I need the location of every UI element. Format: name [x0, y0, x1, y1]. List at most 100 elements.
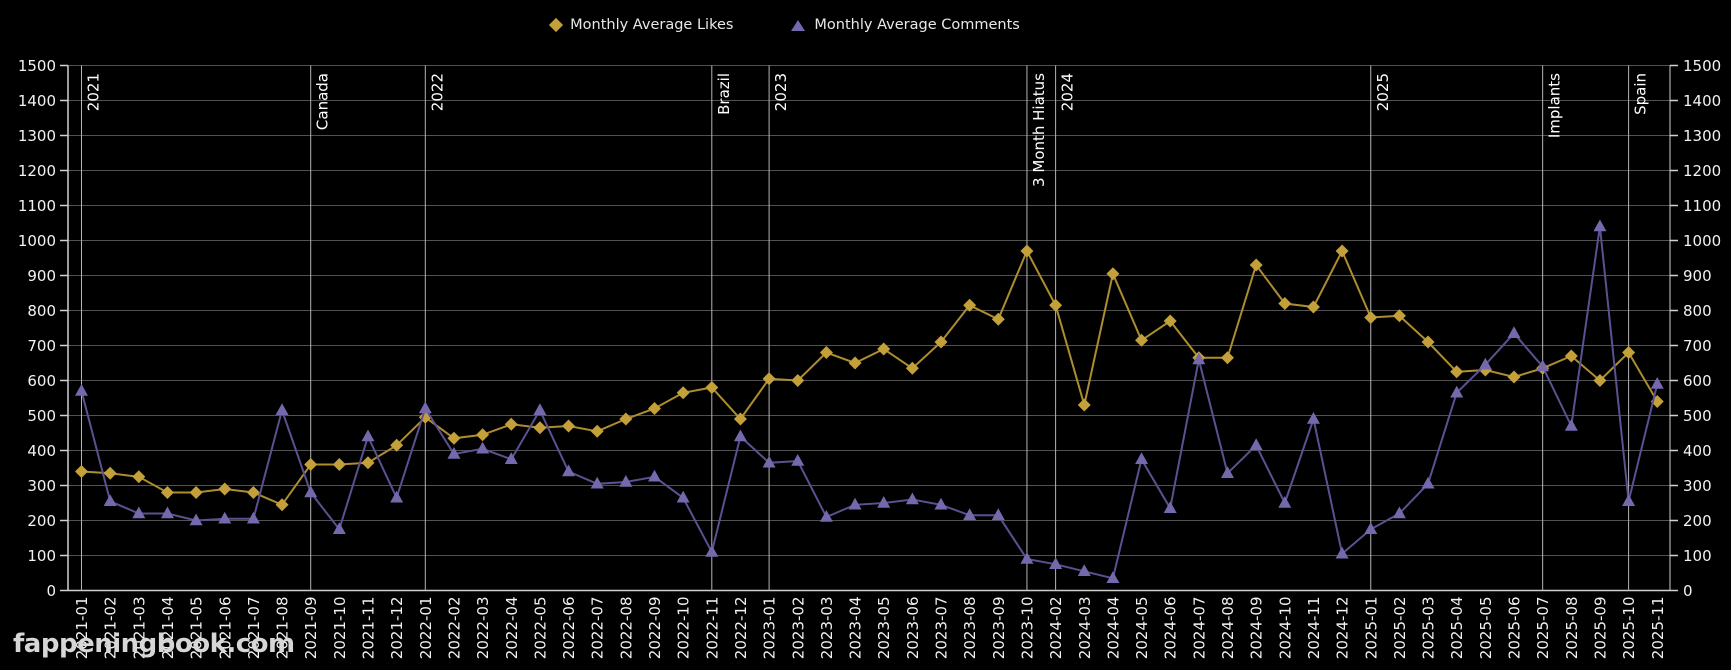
likes-point	[934, 335, 948, 349]
likes-point	[504, 417, 518, 431]
likes-point	[562, 419, 576, 433]
svg-text:700: 700	[1683, 337, 1712, 355]
svg-text:1500: 1500	[18, 57, 56, 75]
likes-point	[390, 438, 404, 452]
likes-point	[160, 486, 174, 499]
svg-text:2022-09: 2022-09	[646, 597, 664, 660]
comments-point	[562, 464, 576, 477]
likes-point	[1450, 365, 1464, 379]
comments-point	[1650, 377, 1664, 389]
gridlines	[68, 65, 1670, 592]
legend-comments-label: Monthly Average Comments	[814, 17, 1020, 33]
svg-text:2022-10: 2022-10	[675, 597, 693, 660]
annotation-label: Canada	[314, 73, 332, 130]
comments-point	[1020, 552, 1034, 564]
annotation-label: Implants	[1546, 73, 1564, 138]
svg-text:2021-03: 2021-03	[130, 597, 148, 660]
y-axis-right: 0 100 200 300 400 500 600 700 800 900 1000 1100 1200…	[1670, 57, 1721, 600]
svg-text:1200: 1200	[18, 162, 56, 180]
svg-text:2022-07: 2022-07	[589, 597, 607, 660]
comments-point	[504, 452, 518, 465]
svg-text:2024-04: 2024-04	[1104, 597, 1122, 660]
comments-point	[705, 545, 719, 557]
svg-text:2021-05: 2021-05	[188, 597, 206, 660]
comments-point	[1106, 571, 1120, 584]
svg-text:2023-03: 2023-03	[818, 597, 836, 660]
comments-point	[1478, 357, 1492, 370]
comments-point	[1278, 496, 1292, 508]
likes-point	[819, 346, 833, 359]
svg-text:1100: 1100	[18, 197, 56, 215]
svg-text:500: 500	[1683, 407, 1712, 425]
likes-point	[304, 458, 318, 471]
svg-text:1500: 1500	[1683, 57, 1721, 75]
comments-point	[1135, 452, 1149, 465]
comments-point	[160, 506, 174, 519]
svg-text:2024-06: 2024-06	[1162, 597, 1180, 660]
svg-text:2022-12: 2022-12	[732, 597, 750, 660]
svg-text:2023-01: 2023-01	[761, 597, 779, 660]
svg-text:2025-06: 2025-06	[1506, 597, 1524, 660]
likes-point	[246, 486, 260, 499]
likes-point	[103, 466, 117, 480]
legend-item-comments[interactable]: Monthly Average Comments	[791, 17, 1020, 33]
svg-text:2025-04: 2025-04	[1448, 597, 1466, 660]
svg-text:2024-08: 2024-08	[1219, 597, 1237, 660]
annotation-label: 2023	[772, 73, 790, 111]
comments-point	[963, 508, 977, 521]
svg-text:2024-02: 2024-02	[1047, 597, 1065, 660]
svg-text:200: 200	[1683, 512, 1712, 530]
svg-text:2022-02: 2022-02	[445, 597, 463, 660]
svg-text:2025-08: 2025-08	[1563, 597, 1581, 660]
comments-point	[361, 429, 375, 442]
comments-point	[132, 506, 146, 519]
likes-point	[1593, 374, 1607, 387]
comments-point	[1564, 419, 1578, 431]
likes-point	[1249, 258, 1263, 272]
svg-text:200: 200	[27, 512, 56, 530]
svg-text:2022-04: 2022-04	[503, 597, 521, 660]
likes-point	[1564, 349, 1578, 363]
comments-point	[476, 441, 490, 454]
svg-text:2025-05: 2025-05	[1477, 597, 1495, 660]
svg-text:800: 800	[1683, 302, 1712, 320]
chart-legend: Monthly Average Likes Monthly Average Co…	[0, 17, 1651, 33]
svg-text:2024-05: 2024-05	[1133, 597, 1151, 660]
comments-point	[1192, 352, 1206, 365]
likes-point	[705, 381, 719, 394]
likes-point	[1421, 335, 1435, 349]
svg-text:600: 600	[27, 372, 56, 390]
likes-point	[1364, 311, 1378, 324]
svg-text:2024-12: 2024-12	[1334, 597, 1352, 660]
svg-text:2024-03: 2024-03	[1076, 597, 1094, 660]
comments-point	[676, 490, 690, 503]
svg-text:1400: 1400	[1683, 92, 1721, 110]
svg-text:2025-09: 2025-09	[1591, 597, 1609, 660]
comments-point	[791, 454, 805, 466]
likes-point	[1622, 346, 1636, 359]
likes-point	[1020, 244, 1034, 258]
svg-text:2023-02: 2023-02	[789, 597, 807, 660]
svg-text:400: 400	[27, 442, 56, 460]
svg-text:2023-10: 2023-10	[1018, 597, 1036, 660]
svg-text:2022-03: 2022-03	[474, 597, 492, 660]
svg-text:2021-09: 2021-09	[302, 597, 320, 660]
likes-point	[75, 465, 88, 478]
svg-text:2021-12: 2021-12	[388, 597, 406, 660]
comments-point	[275, 403, 289, 416]
comments-point	[619, 475, 633, 487]
likes-point	[762, 372, 776, 386]
svg-text:900: 900	[1683, 267, 1712, 285]
svg-text:2022-08: 2022-08	[617, 597, 635, 660]
svg-text:300: 300	[1683, 477, 1712, 495]
comments-point	[75, 384, 88, 396]
likes-point	[1507, 370, 1521, 384]
comments-point	[991, 508, 1005, 521]
svg-text:1000: 1000	[1683, 232, 1721, 250]
likes-point	[1221, 351, 1234, 365]
annotation-label: 2025	[1374, 73, 1392, 111]
comments-point	[1507, 326, 1521, 339]
likes-point	[590, 424, 604, 438]
comments-point	[1622, 494, 1636, 507]
legend-item-likes[interactable]: Monthly Average Likes	[549, 17, 733, 33]
